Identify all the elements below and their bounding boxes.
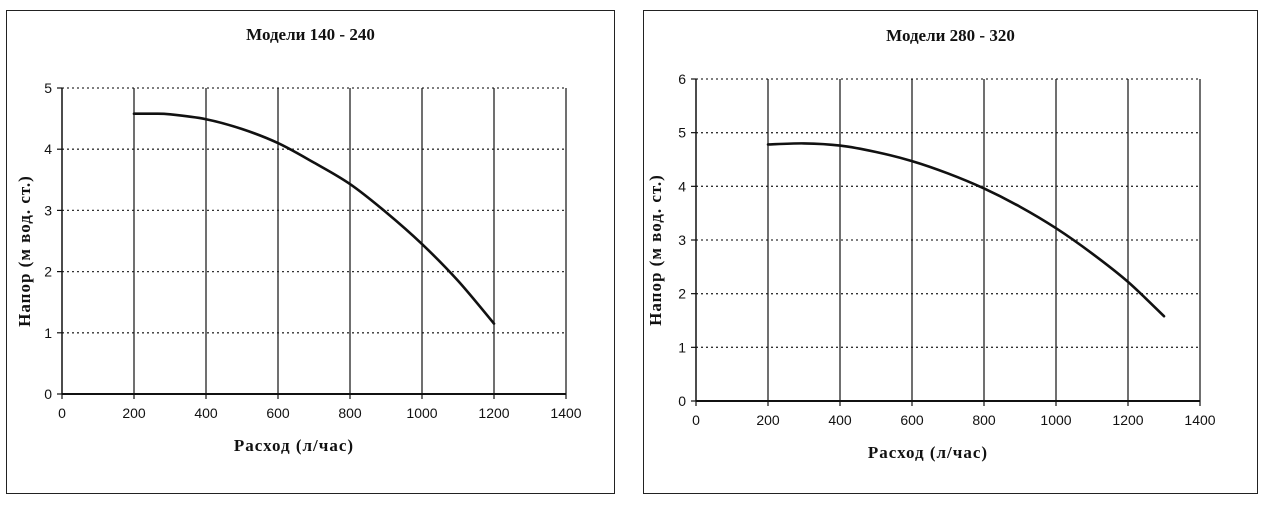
chart-left-ytick-label: 0 <box>44 386 52 402</box>
chart-left-xtick-label: 1000 <box>406 405 437 421</box>
chart-left-ytick-label: 5 <box>44 80 52 96</box>
chart-right-xtick-label: 600 <box>900 412 924 428</box>
chart-right-ytick-label: 3 <box>678 232 686 248</box>
chart-left-ytick-label: 2 <box>44 264 52 280</box>
chart-left-xtick-label: 1400 <box>550 405 581 421</box>
chart-right-ytick-label: 2 <box>678 286 686 302</box>
chart-right-xtick-label: 1400 <box>1184 412 1215 428</box>
chart-right-ytick-label: 4 <box>678 178 686 194</box>
chart-right-ytick-label: 1 <box>678 339 686 355</box>
chart-left-xtick-label: 400 <box>194 405 218 421</box>
chart-right-xlabel: Расход (л/час) <box>868 443 988 462</box>
chart-left-ylabel: Напор (м вод. ст.) <box>15 175 34 327</box>
chart-right-xtick-label: 1200 <box>1112 412 1143 428</box>
chart-right-xtick-label: 800 <box>972 412 996 428</box>
chart-right-xtick-label: 0 <box>692 412 700 428</box>
chart-right-ytick-label: 6 <box>678 71 686 87</box>
chart-left-ytick-label: 4 <box>44 141 52 157</box>
chart-left-ytick-label: 1 <box>44 325 52 341</box>
chart-left-xlabel: Расход (л/час) <box>234 436 354 455</box>
chart-left-xtick-label: 1200 <box>478 405 509 421</box>
chart-left-ytick-label: 3 <box>44 202 52 218</box>
chart-right-ylabel: Напор (м вод. ст.) <box>646 174 665 326</box>
chart-left-xtick-label: 600 <box>266 405 290 421</box>
chart-right-ytick-label: 5 <box>678 125 686 141</box>
chart-right-ytick-label: 0 <box>678 393 686 409</box>
chart-left-xtick-label: 800 <box>338 405 362 421</box>
chart-panel-left: Модели 140 - 240 0 1 2 3 4 5 0 200 400 600 800 1000 1… <box>6 10 615 494</box>
chart-panel-right: Модели 280 - 320 0 1 2 3 4 5 6 0 200 400 600 800 1000… <box>643 10 1258 494</box>
chart-left-xtick-label: 0 <box>58 405 66 421</box>
chart-right-xtick-label: 400 <box>828 412 852 428</box>
chart-left-xtick-label: 200 <box>122 405 146 421</box>
chart-right-title: Модели 280 - 320 <box>886 26 1015 45</box>
chart-right-xtick-label: 1000 <box>1040 412 1071 428</box>
chart-right: Модели 280 - 320 0 1 2 3 4 5 6 0 200 400 600 800 1000… <box>646 26 1216 462</box>
chart-left-series-line <box>132 112 496 325</box>
chart-right-xtick-label: 200 <box>756 412 780 428</box>
chart-left: Модели 140 - 240 0 1 2 3 4 5 0 200 400 600 800 1000 1… <box>15 25 582 455</box>
chart-left-title: Модели 140 - 240 <box>246 25 375 44</box>
chart-right-series-line <box>766 142 1166 318</box>
